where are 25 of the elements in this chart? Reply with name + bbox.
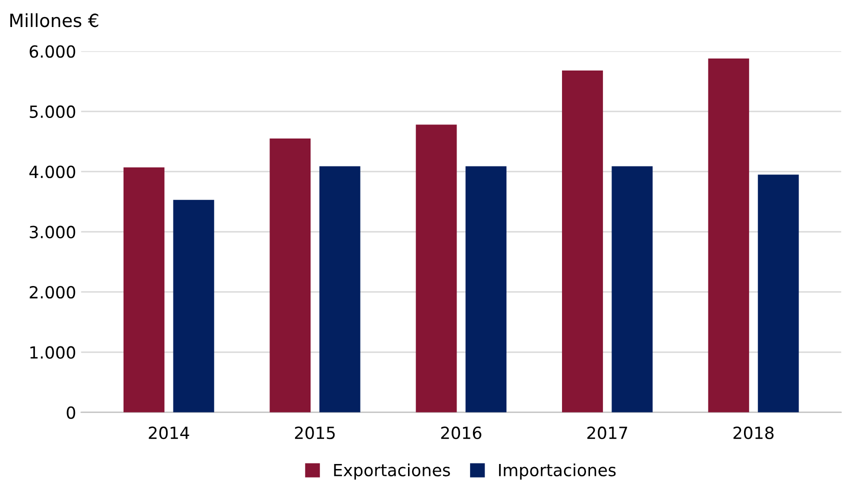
- bar: [270, 138, 311, 412]
- x-tick-label: 2014: [148, 426, 190, 440]
- bar: [708, 58, 750, 412]
- bar: [124, 167, 164, 412]
- bar: [416, 124, 457, 412]
- bar: [466, 166, 506, 412]
- x-tick-label: 2016: [441, 426, 482, 440]
- x-tick-label: 2015: [295, 426, 335, 440]
- bar: [319, 166, 360, 412]
- legend-label: Exportaciones: [334, 463, 450, 480]
- bar: [562, 70, 603, 412]
- bar: [173, 200, 214, 412]
- y-tick-label: 2.000: [30, 286, 76, 299]
- x-tick-label: 2017: [587, 426, 628, 440]
- y-tick-label: 5.000: [30, 105, 76, 118]
- y-tick-label: 1.000: [30, 346, 76, 359]
- y-tick-label: 0: [66, 406, 76, 419]
- y-axis-title: Millones €: [10, 13, 98, 28]
- y-tick-label: 3.000: [30, 226, 76, 238]
- x-tick-label: 2018: [734, 426, 774, 440]
- y-tick-label: 6.000: [30, 45, 76, 58]
- legend-label: Importaciones: [499, 463, 616, 480]
- bar: [758, 174, 799, 412]
- bar: [612, 166, 653, 412]
- y-tick-label: 4.000: [29, 166, 76, 178]
